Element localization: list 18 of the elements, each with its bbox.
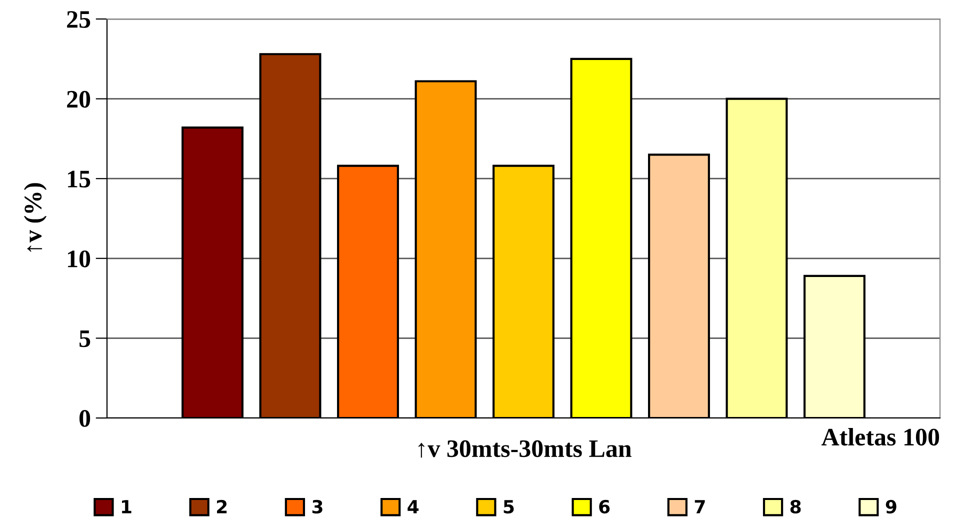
y-axis-title: ↑v (%) <box>24 183 47 252</box>
legend-label: 4 <box>408 500 419 514</box>
x-axis-title: ↑v 30mts-30mts Lan <box>418 440 632 458</box>
y-tick-label: 15 <box>68 170 90 188</box>
y-tick-label: 20 <box>67 90 90 108</box>
legend-label: 5 <box>504 500 514 514</box>
legend-label: 8 <box>790 500 801 514</box>
legend-label: 6 <box>599 500 610 514</box>
legend-label: 2 <box>217 500 227 514</box>
text: Atletas 100 <box>822 428 940 446</box>
y-tick-label: 0 <box>79 410 90 427</box>
legend-label: 9 <box>886 500 896 514</box>
y-tick-label: 25 <box>67 11 90 28</box>
legend-label: 1 <box>122 500 132 514</box>
legend-label: 3 <box>312 500 322 514</box>
legend-label: 7 <box>694 500 705 514</box>
y-tick-label: 5 <box>80 330 90 348</box>
y-tick-label: 10 <box>68 250 90 268</box>
